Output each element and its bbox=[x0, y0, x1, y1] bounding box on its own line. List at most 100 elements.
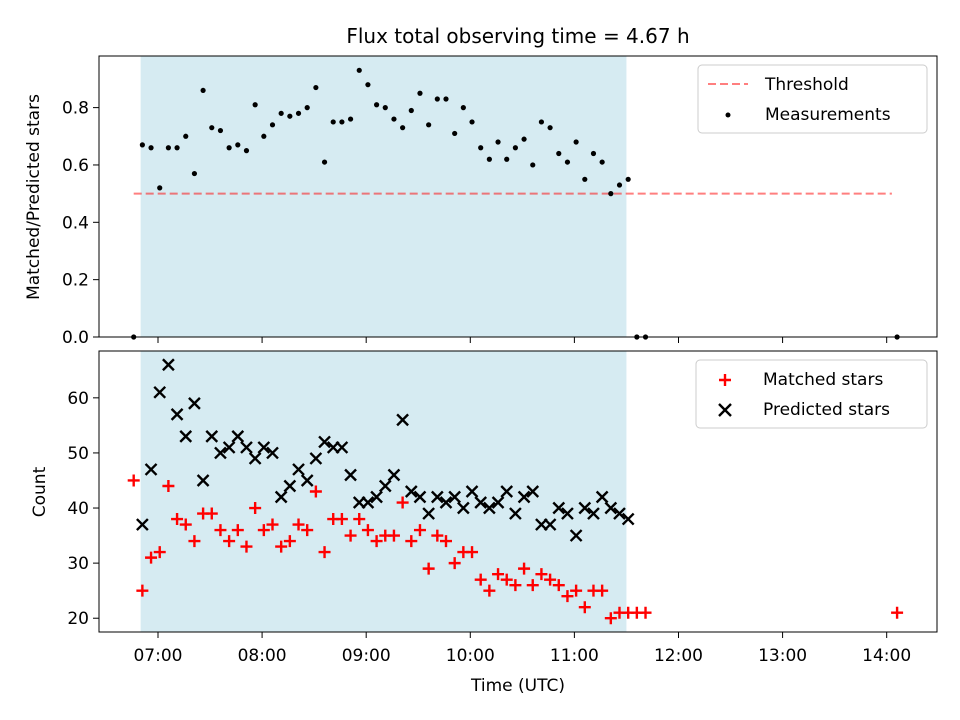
predicted-star-point bbox=[136, 518, 149, 531]
bottom-x-tick-label: 12:00 bbox=[654, 646, 703, 666]
matched-star-point bbox=[301, 524, 314, 537]
measurement-point bbox=[165, 145, 171, 151]
predicted-star-point bbox=[448, 490, 462, 504]
measurement-point bbox=[556, 150, 562, 157]
measurement-point bbox=[287, 113, 293, 119]
bottom-x-tick-label: 09:00 bbox=[342, 646, 391, 666]
measurement-point bbox=[217, 127, 224, 134]
matched-star-point bbox=[891, 606, 904, 619]
predicted-star-point bbox=[456, 501, 470, 515]
measurement-point bbox=[226, 145, 232, 151]
measurement-point bbox=[373, 102, 380, 108]
measurement-point bbox=[330, 119, 336, 125]
predicted-star-point bbox=[509, 507, 522, 520]
measurement-point bbox=[452, 130, 458, 137]
measurement-point bbox=[278, 110, 284, 116]
ratio-panel: 0.00.20.40.60.8 Matched/Predicted stars … bbox=[24, 55, 938, 348]
matched-star-point bbox=[153, 546, 166, 559]
matched-star-point bbox=[596, 584, 609, 597]
matched-star-point bbox=[604, 612, 617, 625]
top-y-tick-label: 0.8 bbox=[62, 99, 89, 119]
predicted-star-point bbox=[387, 468, 401, 482]
predicted-star-point bbox=[222, 441, 236, 454]
matched-star-point bbox=[344, 529, 357, 542]
matched-star-point bbox=[283, 535, 296, 548]
matched-star-point bbox=[179, 518, 192, 531]
predicted-star-point bbox=[361, 496, 375, 509]
measurement-point bbox=[573, 139, 579, 145]
top-y-tick-label: 0.6 bbox=[62, 156, 89, 176]
matched-star-point bbox=[136, 584, 149, 597]
measurement-point bbox=[616, 182, 623, 188]
matched-star-point bbox=[171, 513, 184, 526]
predicted-star-point bbox=[257, 441, 271, 454]
matched-star-point bbox=[223, 535, 236, 548]
predicted-star-points bbox=[136, 358, 635, 542]
measurement-point bbox=[426, 122, 432, 128]
matched-star-point bbox=[335, 513, 348, 526]
bottom-y-axis: 20 30 40 50 60 bbox=[67, 389, 99, 629]
matched-star-point bbox=[561, 590, 574, 603]
measurement-point bbox=[564, 159, 571, 165]
measurement-point bbox=[321, 159, 328, 165]
bottom-y-tick-label: 40 bbox=[67, 499, 89, 519]
matched-star-point bbox=[145, 551, 158, 564]
measurement-point bbox=[504, 156, 510, 162]
bottom-y-tick-label: 60 bbox=[67, 389, 89, 409]
measurement-point bbox=[408, 107, 414, 114]
matched-star-point bbox=[240, 540, 253, 553]
matched-legend-swatch bbox=[719, 374, 731, 386]
top-y-tick-label: 0.0 bbox=[62, 328, 89, 348]
matched-star-point bbox=[500, 573, 513, 586]
predicted-star-point bbox=[474, 496, 488, 509]
measurement-point bbox=[608, 191, 614, 197]
predicted-star-point bbox=[561, 507, 574, 520]
matched-star-point bbox=[249, 502, 262, 515]
matched-star-point bbox=[318, 546, 331, 559]
measurement-point bbox=[235, 142, 241, 148]
measurement-point bbox=[295, 110, 302, 116]
bottom-x-axis: 07:00 08:00 09:00 10:00 11:00 12:00 13:00 14:00 bbox=[133, 632, 911, 666]
predicted-star-point bbox=[491, 496, 505, 509]
matched-star-point bbox=[639, 606, 652, 619]
predicted-star-point bbox=[430, 490, 444, 504]
predicted-star-point bbox=[378, 479, 392, 493]
matched-star-point bbox=[266, 518, 279, 531]
matched-star-point bbox=[387, 529, 400, 542]
matched-star-point bbox=[292, 518, 305, 531]
predicted-star-point bbox=[413, 490, 427, 504]
measurement-point bbox=[183, 133, 189, 139]
predicted-star-point bbox=[240, 441, 253, 454]
top-y-tick-label: 0.2 bbox=[62, 271, 89, 291]
predicted-star-point bbox=[344, 468, 357, 482]
figure-title: Flux total observing time = 4.67 h bbox=[346, 24, 689, 48]
matched-star-points bbox=[127, 474, 904, 625]
predicted-star-point bbox=[578, 501, 592, 515]
matched-star-point bbox=[162, 479, 175, 492]
predicted-star-point bbox=[309, 452, 323, 465]
predicted-star-point bbox=[422, 507, 435, 520]
measurement-point bbox=[538, 119, 545, 125]
predicted-star-point bbox=[569, 529, 583, 542]
predicted-star-point bbox=[196, 474, 210, 487]
observing-window-band bbox=[140, 351, 627, 632]
predicted-star-point bbox=[170, 408, 184, 421]
measurement-point bbox=[157, 185, 163, 191]
measurement-points bbox=[131, 67, 900, 340]
predicted-star-point bbox=[318, 435, 331, 449]
measurement-point bbox=[148, 145, 154, 151]
measurement-point bbox=[209, 125, 215, 131]
measurement-point bbox=[599, 159, 605, 165]
matched-star-point bbox=[552, 579, 565, 592]
matched-star-point bbox=[474, 573, 487, 586]
predicted-star-point bbox=[587, 507, 600, 520]
top-y-axis: 0.0 0.2 0.4 0.6 0.8 bbox=[62, 99, 99, 348]
predicted-star-point bbox=[465, 485, 479, 498]
observing-window-band bbox=[140, 56, 627, 337]
measurement-point bbox=[460, 105, 466, 111]
predicted-star-point bbox=[214, 446, 227, 460]
matched-star-point bbox=[405, 535, 418, 548]
measurement-point bbox=[304, 105, 310, 111]
matched-star-point bbox=[188, 535, 201, 548]
